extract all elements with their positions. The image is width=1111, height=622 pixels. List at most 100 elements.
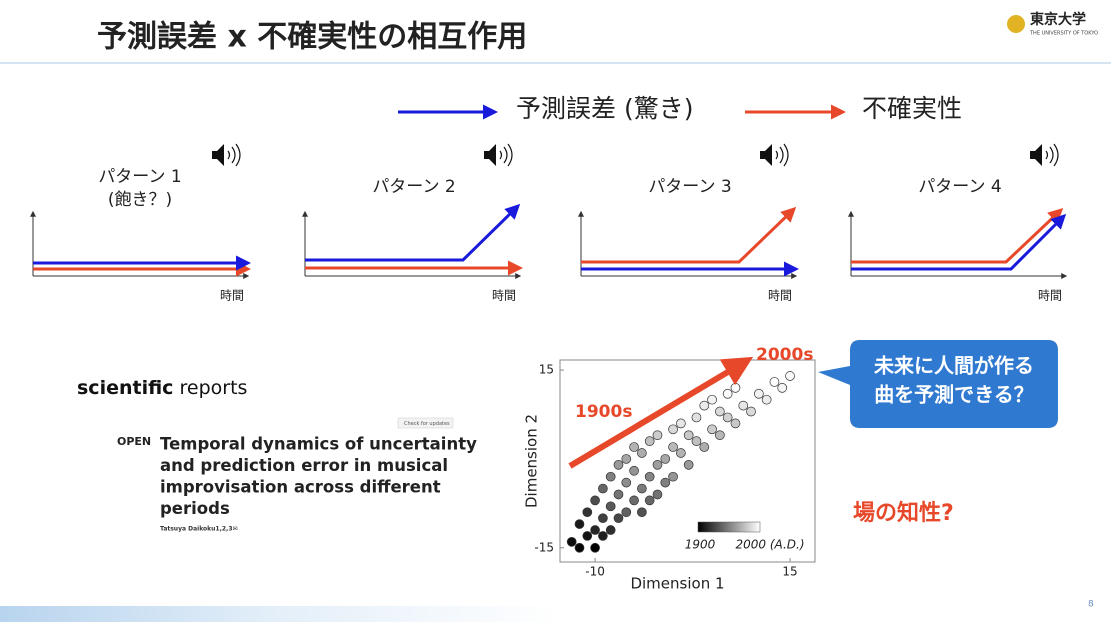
pattern-note: (飽き？) — [108, 190, 172, 210]
point — [598, 531, 608, 541]
scatter-chart: -10 15 -15 15 Dimension 1 Dimension 2 1900s 200… — [523, 345, 816, 593]
pattern-line — [851, 207, 1064, 264]
speaker-waves — [775, 143, 789, 167]
x-axis-label: Dimension 1 — [630, 575, 724, 593]
arrow-end-label: 2000s — [756, 345, 813, 365]
point — [722, 412, 733, 423]
point — [590, 495, 600, 506]
point — [668, 442, 678, 452]
colorbar-label: 2000 (A.D.) — [735, 538, 804, 552]
point — [715, 430, 725, 441]
footer-band — [0, 606, 560, 622]
time-label: 時間 — [768, 289, 792, 303]
callout-text: 未来に人間が作る — [874, 354, 1034, 378]
speaker-waves — [1045, 143, 1059, 167]
slide-title: 予測誤差 x 不確実性の相互作用 — [97, 20, 527, 55]
point — [652, 430, 663, 441]
point — [668, 424, 678, 435]
x-tick-label: 15 — [782, 565, 797, 579]
paper-title-line: and prediction error in musical — [160, 456, 448, 475]
point — [722, 388, 733, 399]
journal-rest: reports — [180, 377, 248, 399]
point — [574, 519, 585, 529]
speaker-icon — [212, 144, 224, 166]
point — [738, 400, 749, 411]
logo-subtext: THE UNIVERSITY OF TOKYO — [1029, 31, 1098, 37]
page-number: 8 — [1088, 600, 1094, 610]
pattern-line — [305, 203, 521, 262]
paper-author: Tatsuya Daikoku1,2,3✉ — [160, 526, 238, 533]
speaker-icon — [484, 144, 496, 166]
point — [683, 430, 694, 441]
point — [582, 531, 593, 541]
callout-text: 曲を予測できる？ — [874, 383, 1034, 407]
point — [652, 460, 663, 470]
point — [613, 513, 624, 524]
paper-title-line: periods — [160, 499, 230, 518]
point — [582, 507, 593, 518]
paper-title: Temporal dynamics of uncertainty and pred… — [160, 435, 477, 519]
legend-label: 予測誤差 (驚き) — [516, 94, 693, 123]
speaker-waves — [227, 143, 241, 167]
point — [676, 448, 686, 458]
point — [746, 406, 756, 417]
point — [715, 406, 725, 417]
point — [777, 382, 788, 393]
arrow-start-label: 1900s — [575, 402, 632, 422]
point — [730, 382, 741, 393]
time-label: 時間 — [492, 289, 516, 303]
point — [605, 501, 616, 512]
journal-name: scientific reports — [77, 377, 247, 399]
point — [629, 465, 639, 476]
y-tick-label: -15 — [534, 540, 554, 554]
x-tick-label: -10 — [585, 565, 605, 579]
speaker-waves — [499, 143, 513, 167]
badge — [397, 417, 454, 429]
point — [613, 460, 624, 470]
point — [683, 460, 694, 470]
point — [637, 507, 647, 518]
point — [605, 471, 616, 482]
pattern-label: パターン 2 — [372, 177, 455, 197]
time-label: 時間 — [1038, 289, 1062, 303]
open-label: OPEN — [117, 435, 151, 448]
plot-frame — [559, 359, 816, 563]
point — [644, 471, 655, 482]
y-axis-label: Dimension 2 — [523, 414, 541, 508]
callout-box — [818, 340, 1058, 428]
point — [605, 525, 616, 535]
point — [707, 424, 717, 435]
paper-title-line: improvisation across different — [160, 478, 441, 497]
speaker-icon — [1030, 144, 1042, 166]
point — [754, 388, 764, 399]
badge-text: Check for updates — [404, 421, 450, 427]
point — [566, 537, 577, 547]
pattern-line — [851, 213, 1067, 271]
point — [590, 525, 600, 535]
point — [730, 418, 741, 429]
point — [699, 400, 710, 411]
point — [574, 542, 585, 553]
colorbar-label: 1900 — [685, 538, 716, 552]
legend-label: 不確実性 — [862, 94, 962, 123]
point — [652, 489, 663, 500]
trend-arrow — [568, 356, 754, 469]
pattern-label: パターン 1 — [98, 167, 181, 187]
pattern-label: パターン 4 — [918, 177, 1001, 197]
point — [707, 394, 717, 405]
point — [660, 454, 671, 464]
point — [621, 507, 632, 518]
point — [629, 442, 639, 452]
point — [660, 477, 671, 488]
pattern-label: パターン 3 — [648, 177, 731, 197]
annotation: 場の知性? — [853, 500, 954, 526]
point — [668, 471, 678, 482]
paper-title-line: Temporal dynamics of uncertainty — [160, 435, 477, 454]
point — [769, 377, 780, 387]
point — [761, 394, 772, 405]
point — [621, 477, 632, 488]
point — [644, 436, 655, 447]
pattern-line — [581, 206, 797, 264]
point — [621, 454, 632, 464]
